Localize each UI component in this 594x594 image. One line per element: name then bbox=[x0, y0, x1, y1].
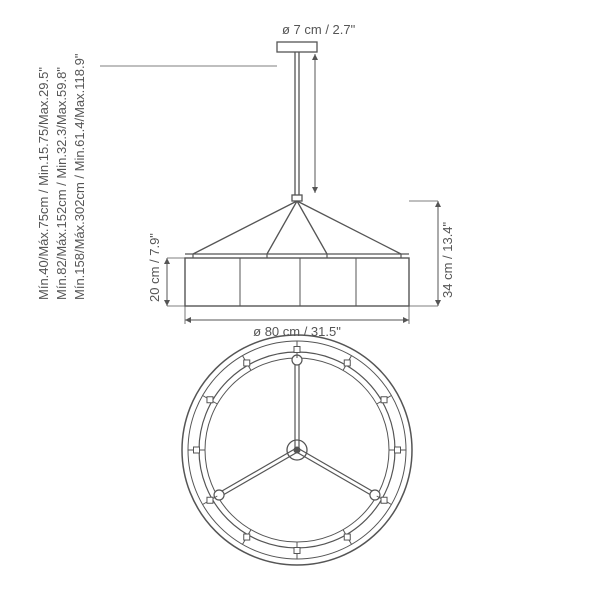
svg-text:Mín.82/Máx.152cm / Min.32.3/Ma: Mín.82/Máx.152cm / Min.32.3/Max.59.8" bbox=[54, 67, 69, 300]
svg-text:34 cm / 13.4": 34 cm / 13.4" bbox=[440, 221, 455, 298]
svg-text:Mín.158/Máx.302cm / Min.61.4/M: Mín.158/Máx.302cm / Min.61.4/Max.118.9" bbox=[72, 53, 87, 300]
svg-text:Mín.40/Máx.75cm / Min.15.75/Ma: Mín.40/Máx.75cm / Min.15.75/Max.29.5" bbox=[36, 67, 51, 300]
svg-text:ø 7 cm / 2.7": ø 7 cm / 2.7" bbox=[282, 22, 356, 37]
svg-text:20 cm / 7.9": 20 cm / 7.9" bbox=[147, 233, 162, 302]
svg-text:ø 80 cm / 31.5": ø 80 cm / 31.5" bbox=[253, 324, 341, 339]
